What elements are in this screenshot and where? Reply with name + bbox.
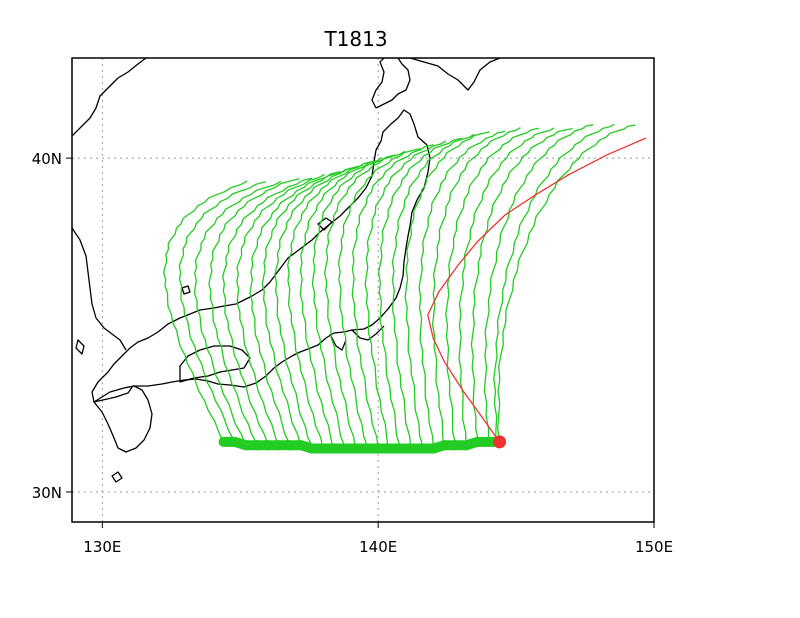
ensemble-track-14: [351, 144, 434, 449]
best-track: [427, 137, 646, 443]
lon-tick-label-0: 130E: [83, 538, 121, 556]
ensemble-track-25: [493, 123, 615, 442]
ensemble-track-15: [364, 140, 447, 449]
best-track-origin-marker: [493, 435, 507, 449]
coastline-kyushu: [93, 385, 153, 453]
ensemble-track-24: [483, 124, 594, 442]
coastline-hokkaido-west: [371, 58, 385, 109]
ensemble-track-2: [193, 180, 282, 446]
track-start-markers: [218, 435, 507, 454]
coastline-korea: [72, 227, 127, 351]
coastline-shikoku: [179, 345, 251, 383]
ensemble-track-16: [377, 137, 462, 449]
ensemble-track-10: [299, 157, 383, 449]
ensemble-track-21: [445, 127, 539, 446]
ensemble-track-3: [208, 178, 300, 447]
ensemble-tracks: [163, 123, 636, 450]
ensemble-track-18: [404, 131, 490, 450]
coastline-asia: [72, 58, 147, 137]
lat-tick-label-0: 30N: [32, 484, 62, 502]
axis-ticks: 130E 140E 150E 30N 40N: [32, 150, 673, 556]
grid-lines: [72, 58, 655, 522]
map-title: T1813: [323, 27, 387, 51]
ensemble-track-0: [163, 180, 248, 442]
coastline-izu-peninsula: [329, 333, 347, 351]
plot-frame: [71, 57, 655, 523]
coastline-yakushima: [111, 471, 123, 483]
coastline: [72, 58, 501, 483]
coastline-honshu: [91, 109, 431, 403]
ensemble-track-6: [249, 171, 341, 446]
coastline-sado: [317, 217, 333, 231]
ensemble-track-23: [470, 127, 573, 443]
ensemble-track-4: [222, 177, 313, 446]
ensemble-track-12: [324, 150, 406, 449]
lon-tick-label-1: 140E: [359, 538, 397, 556]
ensemble-track-5: [236, 173, 325, 445]
lat-tick-label-1: 40N: [32, 150, 62, 168]
coastline-hokkaido: [375, 58, 501, 109]
ensemble-track-1: [178, 181, 266, 443]
ensemble-track-17: [391, 133, 475, 449]
ensemble-track-19: [418, 130, 506, 449]
ensemble-track-11: [311, 154, 396, 450]
ensemble-track-26: [497, 124, 636, 443]
ensemble-track-7: [261, 167, 351, 446]
ensemble-track-22: [458, 127, 555, 446]
coastline-oki: [181, 285, 191, 295]
ensemble-track-13: [337, 147, 421, 450]
coastline-tsushima: [75, 339, 85, 355]
ensemble-track-8: [274, 164, 363, 450]
ensemble-track-20: [431, 127, 521, 445]
best-track-line: [427, 137, 646, 443]
ensemble-track-9: [287, 160, 373, 449]
lon-tick-label-2: 150E: [635, 538, 673, 556]
